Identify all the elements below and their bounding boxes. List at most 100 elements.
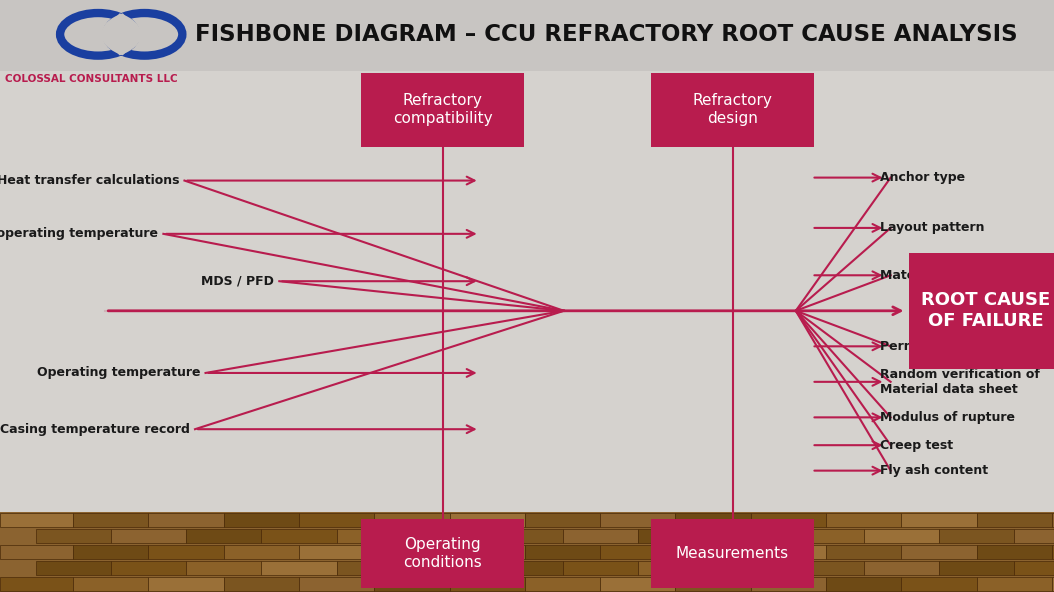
Bar	[1052, 545, 1054, 559]
Wedge shape	[101, 13, 144, 56]
Bar	[525, 545, 600, 559]
Text: Operating temperature: Operating temperature	[37, 366, 200, 379]
Bar	[299, 545, 374, 559]
Bar	[638, 561, 714, 575]
Text: Heat transfer calculations: Heat transfer calculations	[0, 174, 179, 187]
Bar	[36, 529, 111, 543]
Bar	[638, 529, 714, 543]
Text: Feed in operating temperature: Feed in operating temperature	[0, 227, 158, 240]
Bar	[412, 561, 487, 575]
Bar	[525, 513, 600, 527]
Bar	[111, 529, 187, 543]
Bar	[223, 545, 299, 559]
Bar	[750, 577, 826, 591]
Bar	[939, 529, 1014, 543]
Bar	[261, 561, 336, 575]
Bar	[487, 529, 563, 543]
Bar	[901, 577, 977, 591]
Text: Refractory
compatibility: Refractory compatibility	[393, 94, 492, 126]
Text: Casing temperature record: Casing temperature record	[0, 423, 190, 436]
Bar	[261, 529, 336, 543]
Bar	[149, 577, 223, 591]
Bar	[374, 577, 450, 591]
Text: ROOT CAUSE
OF FAILURE: ROOT CAUSE OF FAILURE	[921, 291, 1050, 330]
Bar	[223, 577, 299, 591]
Text: Measurements: Measurements	[676, 546, 789, 561]
Bar	[450, 513, 525, 527]
Bar	[149, 513, 223, 527]
Bar	[676, 513, 750, 527]
Bar	[977, 513, 1052, 527]
Bar	[826, 513, 901, 527]
Bar	[0, 577, 73, 591]
Bar	[788, 561, 863, 575]
Bar	[299, 513, 374, 527]
Bar	[714, 529, 788, 543]
Text: FISHBONE DIAGRAM – CCU REFRACTORY ROOT CAUSE ANALYSIS: FISHBONE DIAGRAM – CCU REFRACTORY ROOT C…	[195, 23, 1017, 46]
Bar	[187, 561, 261, 575]
Bar	[863, 561, 939, 575]
Bar	[714, 561, 788, 575]
FancyBboxPatch shape	[360, 72, 524, 147]
Bar	[977, 545, 1052, 559]
Bar	[563, 561, 638, 575]
Bar	[0, 0, 1054, 71]
FancyBboxPatch shape	[360, 520, 524, 587]
Bar	[450, 545, 525, 559]
Text: Modulus of rupture: Modulus of rupture	[880, 411, 1015, 424]
Bar	[826, 577, 901, 591]
Text: Layout pattern: Layout pattern	[880, 221, 984, 234]
FancyBboxPatch shape	[909, 253, 1054, 368]
Bar	[0, 545, 73, 559]
Bar	[600, 513, 676, 527]
Bar	[73, 513, 149, 527]
Bar	[676, 577, 750, 591]
Bar	[788, 529, 863, 543]
Bar	[450, 577, 525, 591]
Bar	[1052, 577, 1054, 591]
Text: Refractory
design: Refractory design	[692, 94, 773, 126]
Bar	[863, 529, 939, 543]
Bar	[36, 561, 111, 575]
Bar	[1014, 561, 1054, 575]
Bar	[0, 513, 73, 527]
Bar	[750, 545, 826, 559]
Bar	[336, 529, 412, 543]
Bar	[600, 577, 676, 591]
Bar	[1014, 529, 1054, 543]
Text: Operating
conditions: Operating conditions	[404, 538, 482, 570]
Bar	[187, 529, 261, 543]
Text: Fly ash content: Fly ash content	[880, 464, 989, 477]
Bar	[223, 513, 299, 527]
Text: COLOSSAL CONSULTANTS LLC: COLOSSAL CONSULTANTS LLC	[5, 74, 178, 84]
Bar	[977, 577, 1052, 591]
Bar	[374, 513, 450, 527]
Wedge shape	[98, 13, 141, 56]
Bar	[826, 545, 901, 559]
Bar	[149, 545, 223, 559]
Bar	[1052, 513, 1054, 527]
Text: Random verification of
Material data sheet: Random verification of Material data she…	[880, 368, 1040, 396]
Bar	[939, 561, 1014, 575]
Text: Permanent linear change: Permanent linear change	[880, 340, 1054, 353]
Bar	[525, 577, 600, 591]
Bar	[73, 577, 149, 591]
Text: Creep test: Creep test	[880, 439, 953, 452]
Bar	[487, 561, 563, 575]
Bar	[676, 545, 750, 559]
Bar	[374, 545, 450, 559]
Bar	[336, 561, 412, 575]
Bar	[0, 512, 1054, 592]
Text: Anchor type: Anchor type	[880, 171, 965, 184]
Text: MDS / PFD: MDS / PFD	[201, 275, 274, 288]
Bar	[901, 513, 977, 527]
Bar	[73, 545, 149, 559]
Text: Material of Construction: Material of Construction	[880, 269, 1051, 282]
Bar	[600, 545, 676, 559]
Bar	[299, 577, 374, 591]
Bar	[563, 529, 638, 543]
FancyBboxPatch shape	[650, 72, 814, 147]
Bar	[111, 561, 187, 575]
Bar	[901, 545, 977, 559]
FancyBboxPatch shape	[650, 520, 814, 587]
